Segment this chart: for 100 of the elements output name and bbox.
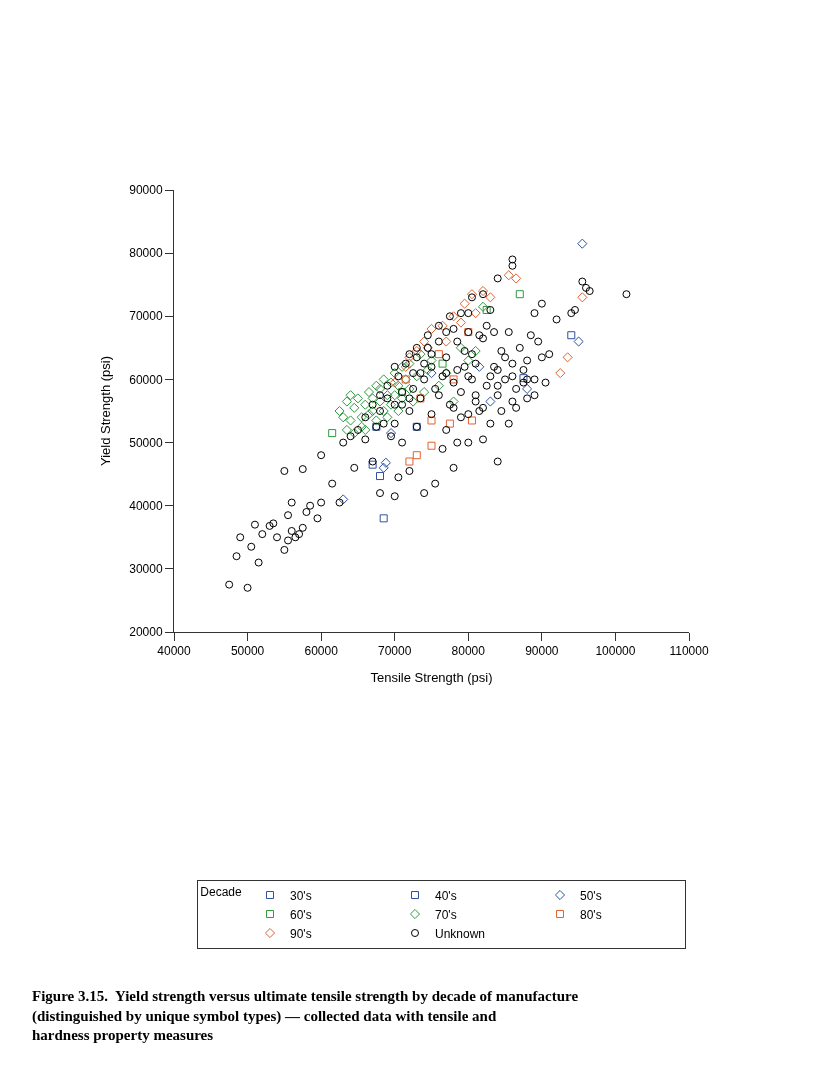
y-tick-label: 70000 <box>129 309 163 324</box>
point <box>334 405 345 417</box>
x-tick-label: 50000 <box>230 644 265 659</box>
point <box>422 364 433 376</box>
point <box>341 396 352 407</box>
point <box>404 383 415 394</box>
point <box>411 345 422 357</box>
point <box>466 289 478 300</box>
point <box>477 301 489 312</box>
point <box>474 361 485 372</box>
point <box>573 336 584 347</box>
point <box>441 336 452 347</box>
point <box>345 390 356 401</box>
x-tick-label: 80000 <box>451 644 486 659</box>
point <box>434 350 443 359</box>
point <box>419 336 430 347</box>
legend-label: 60's <box>289 907 312 922</box>
point <box>577 238 588 249</box>
point <box>427 416 436 425</box>
point <box>389 368 400 379</box>
legend-label: 30's <box>289 888 312 903</box>
point <box>371 380 382 391</box>
point <box>341 424 352 435</box>
point <box>374 383 386 394</box>
point <box>522 383 533 394</box>
legend-label: 80's <box>579 907 602 922</box>
point <box>463 355 474 366</box>
point <box>393 405 404 417</box>
point <box>567 331 576 340</box>
point <box>404 352 415 363</box>
x-tick-label: 60000 <box>304 644 339 659</box>
point <box>382 412 393 423</box>
point <box>426 323 437 334</box>
point <box>397 393 408 404</box>
point <box>477 285 489 297</box>
point <box>405 457 414 466</box>
x-axis-title: Tensile Strength (psi) <box>370 670 493 685</box>
point <box>455 317 466 328</box>
point <box>470 308 481 319</box>
point <box>338 494 349 505</box>
point <box>360 399 371 410</box>
point <box>555 368 566 379</box>
y-tick-label: 50000 <box>129 435 163 450</box>
point <box>363 409 375 420</box>
point <box>467 416 476 425</box>
point <box>374 396 386 407</box>
point <box>437 320 448 331</box>
point <box>360 424 371 435</box>
point <box>328 429 337 438</box>
point <box>519 374 528 383</box>
point <box>426 368 437 379</box>
point <box>363 387 375 398</box>
caption: Figure 3.15. Yield strength versus ultimate tensile strength by decade of manufacture (distinguished by unique symbol types) — collected data with tensile and hardness property measures <box>32 988 579 1043</box>
point <box>352 393 363 404</box>
y-tick-label: 20000 <box>129 625 163 640</box>
point <box>367 405 378 417</box>
y-tick-label: 60000 <box>129 372 163 387</box>
point <box>356 421 367 432</box>
x-tick-label: 40000 <box>157 644 192 659</box>
y-axis-title: Yield Strength (psi) <box>98 355 114 467</box>
legend-label: 40's <box>434 888 457 903</box>
point <box>349 428 360 439</box>
point <box>411 371 422 382</box>
x-tick-label: 110000 <box>669 644 709 659</box>
point <box>470 345 481 357</box>
point <box>562 352 573 363</box>
point <box>427 441 436 450</box>
point <box>448 311 459 322</box>
point <box>371 415 382 426</box>
point <box>378 405 389 417</box>
legend-label: Unknown <box>434 926 486 941</box>
point <box>415 349 426 360</box>
point <box>448 396 459 407</box>
point <box>455 342 466 353</box>
point <box>515 290 524 299</box>
point <box>482 305 491 314</box>
x-tick-label: 90000 <box>525 644 559 659</box>
point <box>485 292 496 303</box>
point <box>485 396 496 407</box>
point <box>378 374 389 385</box>
point <box>511 273 522 284</box>
point <box>438 359 447 368</box>
legend-label: 70's <box>434 907 457 922</box>
point <box>349 402 360 413</box>
point <box>379 514 388 523</box>
y-tick-label: 30000 <box>129 562 163 577</box>
point <box>356 412 367 423</box>
point <box>577 292 588 303</box>
point <box>408 396 419 407</box>
point <box>376 472 384 481</box>
y-tick-label: 90000 <box>129 183 163 198</box>
point <box>367 393 378 404</box>
point <box>385 399 397 410</box>
point <box>345 415 356 426</box>
legend-label: 50's <box>579 888 602 903</box>
x-tick-label: 100000 <box>595 644 636 659</box>
point <box>404 358 415 369</box>
point <box>503 270 514 281</box>
point <box>459 298 470 309</box>
point <box>380 457 391 468</box>
